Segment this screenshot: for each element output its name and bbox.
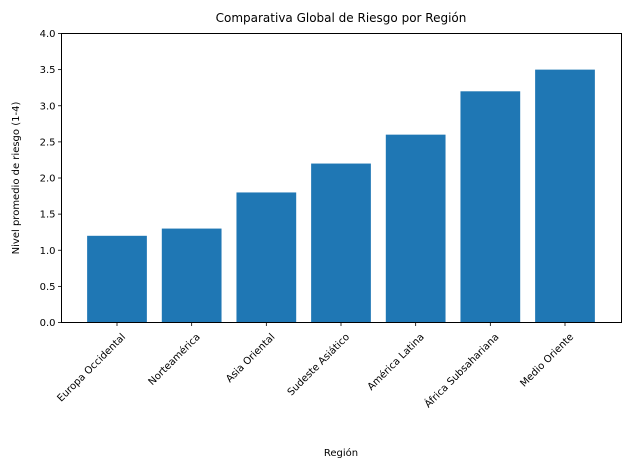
- bar: [161, 228, 222, 323]
- x-tick-label: América Latina: [365, 331, 427, 393]
- x-tick-label: Medio Oriente: [518, 332, 576, 390]
- x-axis: Europa Occidental Norteamérica Asia Orient…: [55, 322, 576, 410]
- bar: [385, 134, 446, 323]
- bar: [535, 69, 595, 323]
- x-axis-label: Región: [324, 447, 358, 459]
- y-axis-label: Nivel promedio de riesgo (1-4): [11, 102, 22, 255]
- y-tick-label: 2.5: [40, 137, 56, 148]
- y-tick-label: 4.0: [40, 29, 56, 40]
- y-tick-label: 2.0: [40, 174, 56, 185]
- bars-group: [87, 69, 595, 323]
- bar: [311, 163, 371, 323]
- bar: [460, 91, 521, 323]
- x-tick-label: Asia Oriental: [224, 332, 277, 385]
- chart-title: Comparativa Global de Riesgo por Región: [216, 11, 467, 25]
- y-tick-label: 1.5: [40, 210, 56, 221]
- y-tick-label: 0.0: [40, 318, 56, 329]
- plot-frame: [61, 33, 622, 323]
- x-tick-label: Norteamérica: [146, 331, 203, 388]
- y-tick-label: 3.5: [40, 65, 56, 76]
- x-tick-label: Sudeste Asiático: [285, 331, 352, 398]
- x-tick-label: África Subsahariana: [421, 330, 501, 410]
- bar: [87, 235, 147, 323]
- y-tick-label: 3.0: [40, 101, 56, 112]
- bar: [236, 192, 297, 323]
- y-axis: 0.0 0.5 1.0 1.5 2.0 2.5 3.0 3.5 4.0: [40, 29, 62, 329]
- y-tick-label: 0.5: [40, 282, 56, 293]
- y-tick-label: 1.0: [40, 246, 56, 257]
- x-tick-label: Europa Occidental: [55, 332, 128, 405]
